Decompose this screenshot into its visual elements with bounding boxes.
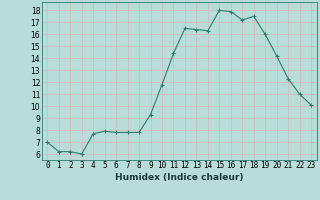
X-axis label: Humidex (Indice chaleur): Humidex (Indice chaleur) (115, 173, 244, 182)
